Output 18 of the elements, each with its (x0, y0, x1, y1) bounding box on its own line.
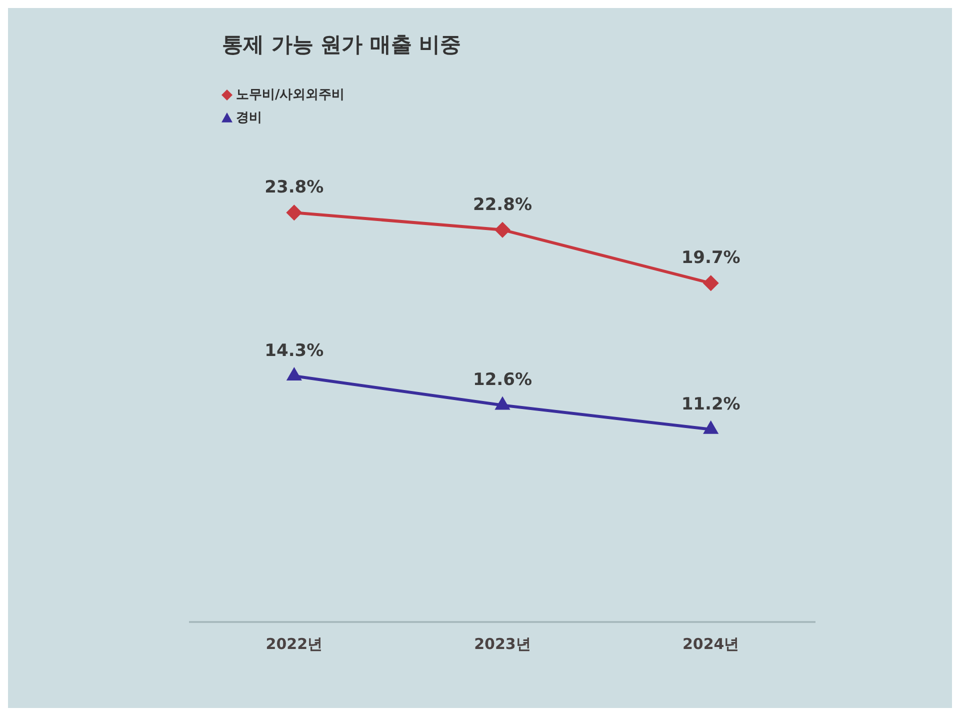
point (494, 222, 510, 238)
x-tick-label: 2022년 (266, 634, 323, 653)
data-label: 19.7% (681, 248, 740, 268)
x-tick-label: 2024년 (682, 634, 740, 653)
data-label: 12.6% (473, 370, 532, 390)
legend-label: 경비 (236, 110, 262, 126)
data-label: 14.3% (264, 340, 324, 361)
chart-title: 통제 가능 원가 매출 비중 (222, 32, 462, 56)
point (703, 420, 719, 434)
data-label: 23.8% (264, 178, 324, 198)
data-label: 11.2% (681, 394, 740, 414)
point (286, 367, 302, 381)
point (494, 396, 510, 410)
data-label: 22.8% (473, 194, 532, 215)
x-tick-label: 2023년 (474, 634, 531, 653)
point (702, 275, 719, 292)
legend-label: 노무비/사외외주비 (236, 87, 345, 102)
point (286, 204, 302, 221)
